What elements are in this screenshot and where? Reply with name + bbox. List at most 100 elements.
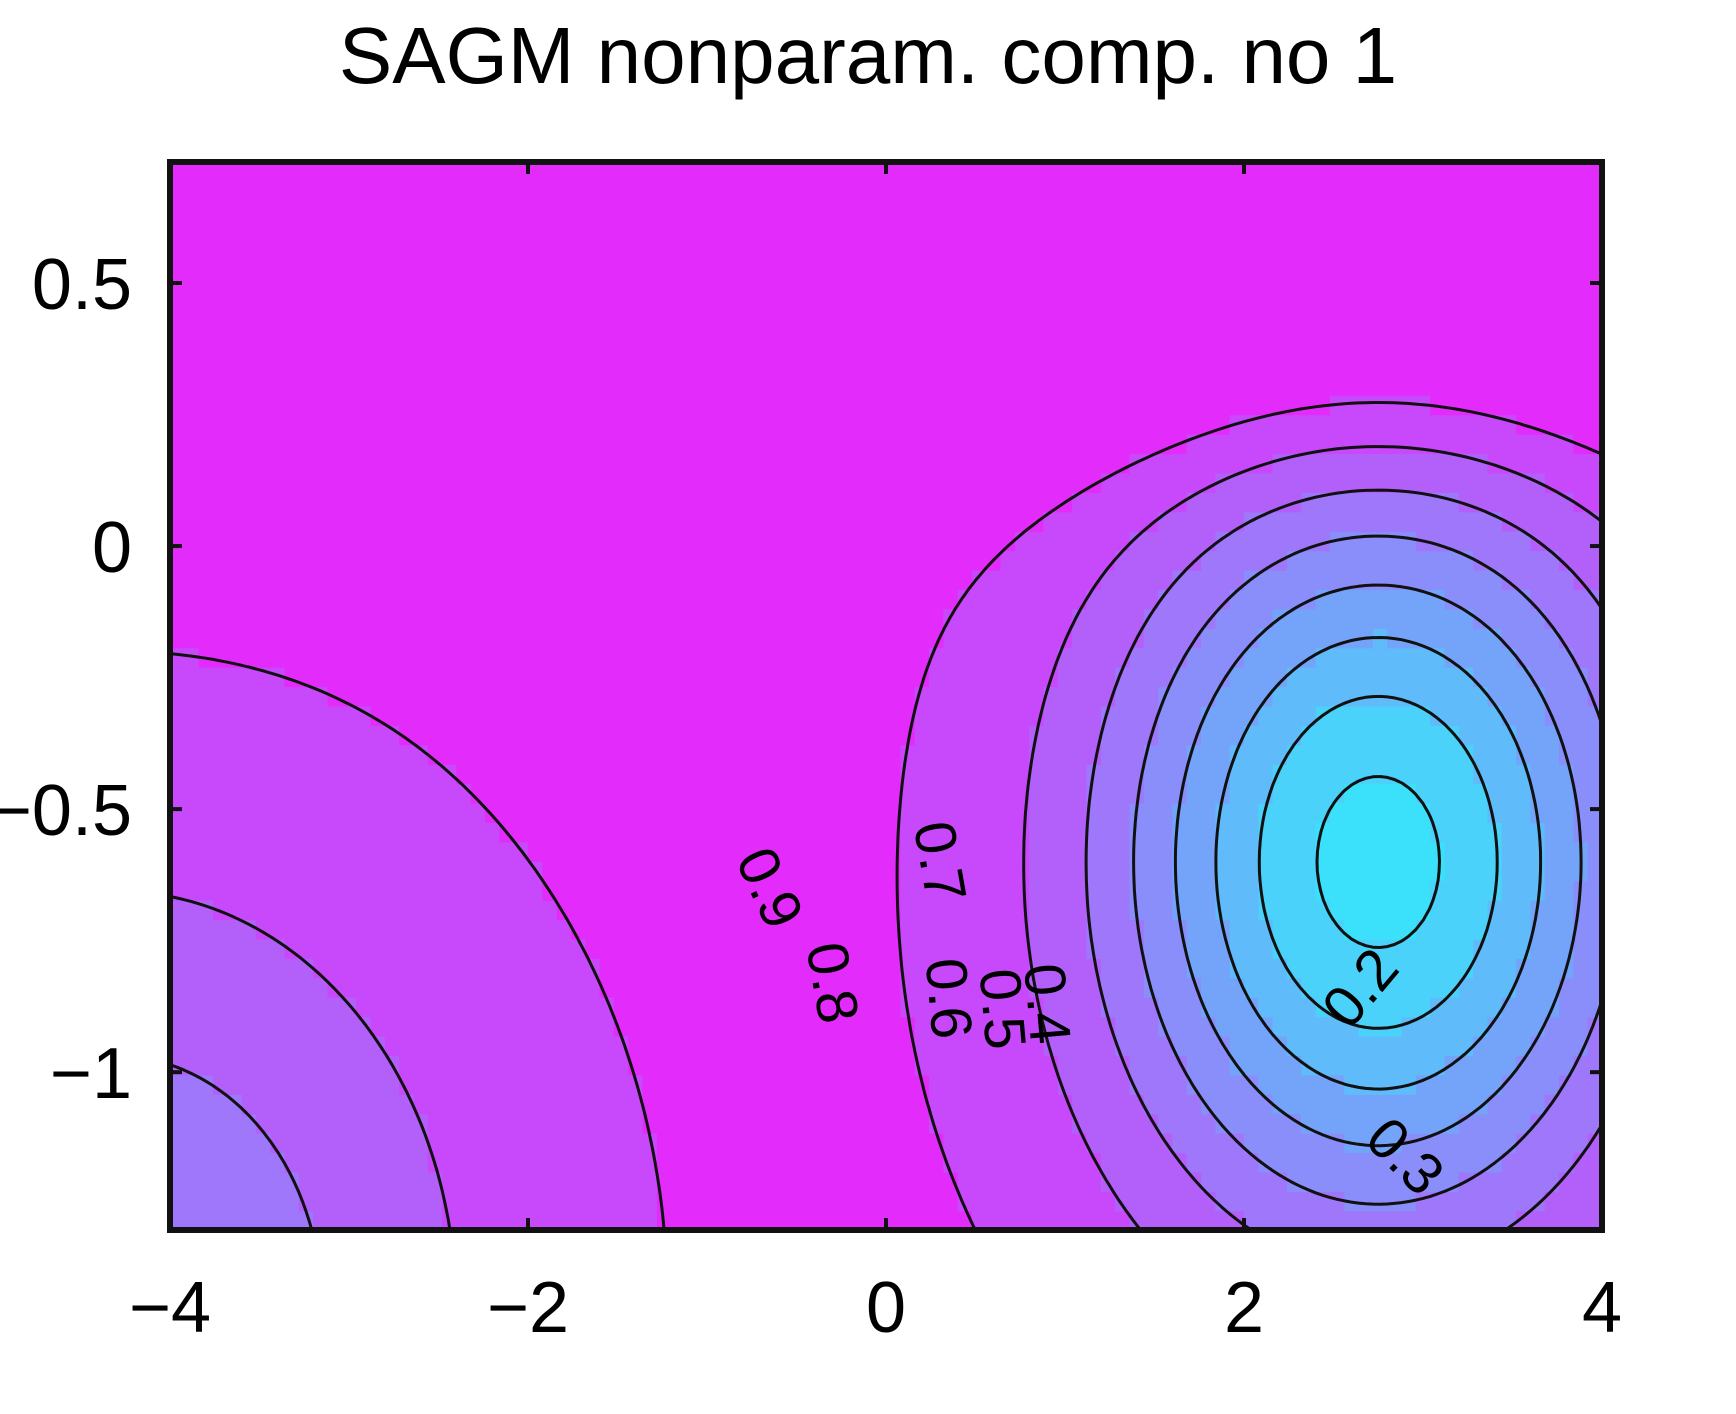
- contour-band-cell: [1501, 705, 1546, 726]
- contour-line-0-4: [1214, 636, 1543, 1091]
- contour-band-cell: [1158, 1113, 1217, 1134]
- contour-band-cell: [642, 1113, 930, 1134]
- contour-band-cell: [1229, 958, 1288, 979]
- contour-band-cell: [170, 1152, 286, 1173]
- contour-band-cell: [1430, 395, 1602, 416]
- contour-band-cell: [1258, 822, 1317, 843]
- contour-band-cell: [1143, 744, 1188, 765]
- contour-band-cell: [170, 550, 1002, 571]
- contour-band-cell: [1129, 1074, 1188, 1095]
- contour-band-cell: [198, 647, 930, 668]
- plot-area: [170, 162, 1602, 1230]
- contour-band-cell: [1186, 938, 1231, 959]
- contour-band-cell: [170, 666, 286, 688]
- contour-band-cell: [1315, 705, 1431, 726]
- contour-band-cell: [1072, 1094, 1145, 1115]
- contour-band-cell: [1559, 1074, 1602, 1095]
- contour-band-cell: [957, 1171, 1102, 1192]
- contour-band-cell: [1172, 666, 1231, 688]
- contour-band-cell: [900, 977, 1030, 998]
- contour-band-cell: [1487, 802, 1532, 824]
- contour-band-cell: [1344, 1074, 1417, 1095]
- contour-band-cell: [1029, 783, 1088, 804]
- contour-band-cell: [1501, 996, 1560, 1018]
- contour-band-cell: [1000, 550, 1116, 571]
- contour-band-cell: [1029, 977, 1102, 998]
- contour-band-cell: [656, 1152, 945, 1173]
- contour-band-cell: [1129, 899, 1174, 921]
- y-tick-label: 0.5: [32, 245, 132, 325]
- contour-band-cell: [1158, 705, 1202, 726]
- contour-band-cell: [943, 1132, 1088, 1154]
- contour-band-cell: [1516, 725, 1560, 746]
- contour-band-cell: [1215, 472, 1546, 493]
- contour-band-cell: [900, 783, 1030, 804]
- contour-band-cell: [1272, 453, 1489, 474]
- contour-band-cell: [170, 1055, 400, 1076]
- contour-band-cell: [170, 356, 1602, 377]
- contour-band-cell: [1559, 996, 1602, 1018]
- contour-band-cell: [1587, 861, 1602, 882]
- contour-band-cell: [1516, 1132, 1589, 1154]
- contour-band-cell: [1272, 1016, 1360, 1037]
- contour-band-cell: [1573, 492, 1602, 513]
- contour-band-cell: [1129, 647, 1188, 668]
- contour-band-cell: [1458, 492, 1575, 513]
- contour-band-cell: [1415, 1191, 1546, 1212]
- contour-band-cell: [943, 628, 1073, 649]
- contour-band-cell: [1344, 1132, 1403, 1154]
- contour-band-cell: [1473, 608, 1546, 629]
- contour-band-cell: [1186, 1055, 1231, 1076]
- contour-band-cell: [1401, 1132, 1517, 1154]
- y-tick-label: −1: [50, 1034, 132, 1114]
- contour-band-cell: [1244, 647, 1317, 668]
- contour-band-cell: [656, 1210, 973, 1230]
- contour-band-cell: [442, 1191, 658, 1212]
- contour-band-cell: [1501, 822, 1546, 843]
- contour-band-cell: [170, 200, 1602, 222]
- contour-band-cell: [928, 1113, 1073, 1134]
- contour-band-cell: [599, 977, 902, 998]
- contour-band-cell: [1344, 1191, 1417, 1212]
- contour-band-cell: [1573, 822, 1602, 843]
- contour-band-cell: [900, 822, 1030, 843]
- contour-band-cell: [1229, 938, 1274, 959]
- contour-band-cell: [1215, 530, 1331, 552]
- contour-band-cell: [1201, 1094, 1274, 1115]
- contour-band-cell: [1186, 433, 1575, 455]
- contour-line-0-7: [170, 488, 1602, 1230]
- contour-band-cell: [1544, 1016, 1589, 1037]
- contour-band-cell: [642, 1074, 930, 1095]
- contour-band-cell: [1215, 822, 1260, 843]
- contour-band-cell: [599, 958, 902, 979]
- contour-band-cell: [1501, 1152, 1575, 1173]
- contour-band-cell: [542, 880, 902, 901]
- contour-band-cell: [170, 977, 329, 998]
- y-tick-label: −0.5: [0, 771, 132, 851]
- contour-band-cell: [1501, 511, 1602, 532]
- contour-band-cell: [1029, 763, 1088, 785]
- contour-band-cell: [1186, 1152, 1260, 1173]
- contour-band-cell: [170, 433, 1188, 455]
- contour-band-cell: [1544, 472, 1602, 493]
- contour-band-cell: [1029, 899, 1088, 921]
- contour-band-cell: [1143, 938, 1188, 959]
- contour-band-cell: [1315, 841, 1446, 862]
- contour-band-cell: [212, 1074, 400, 1095]
- contour-band-cell: [1501, 841, 1546, 862]
- contour-band-cell: [456, 763, 902, 785]
- contour-band-cell: [1186, 744, 1231, 765]
- contour-band-cell: [1530, 666, 1589, 688]
- contour-band-cell: [1143, 958, 1188, 979]
- contour-band-cell: [170, 958, 314, 979]
- contour-band-cell: [1072, 628, 1145, 649]
- contour-band-cell: [1172, 880, 1217, 901]
- contour-band-cell: [170, 492, 1073, 513]
- contour-band-cell: [1487, 1016, 1546, 1037]
- contour-band-cell: [1473, 938, 1532, 959]
- contour-band-cell: [1573, 958, 1602, 979]
- contour-band-cell: [170, 783, 472, 804]
- contour-band-cell: [943, 1152, 1102, 1173]
- contour-band-cell: [1244, 1210, 1517, 1230]
- contour-band-cell: [1043, 996, 1102, 1018]
